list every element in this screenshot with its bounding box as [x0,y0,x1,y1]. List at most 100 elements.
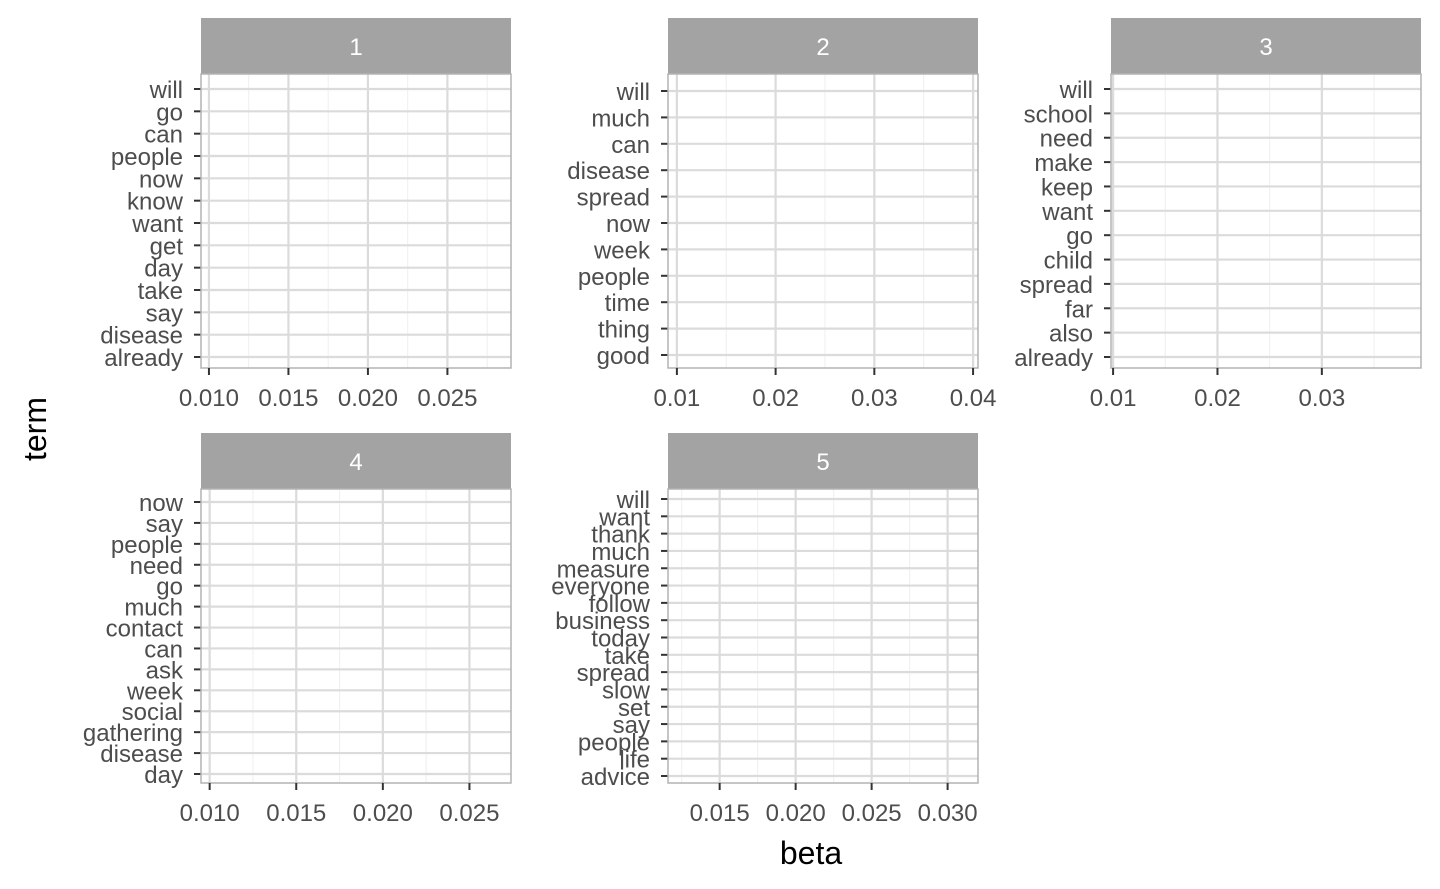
x-tick-label: 0.01 [654,385,701,412]
y-tick-label: people [578,729,650,756]
x-tick-label: 0.025 [417,385,477,412]
y-tick-label: disease [100,741,183,768]
facet-strip-label: 5 [816,449,829,476]
y-tick-label: now [606,211,651,238]
panel-border [1110,73,1422,369]
y-tick-label: set [618,695,650,722]
facet-strip-label: 1 [349,34,362,61]
y-tick-label: thank [591,522,651,549]
y-tick-label: child [1044,248,1093,275]
y-tick-label: can [611,132,650,159]
y-tick-label: can [144,122,183,149]
facet-strip [668,18,978,74]
y-tick-label: spread [1020,272,1093,299]
x-tick-label: 0.015 [258,385,318,412]
y-tick-label: take [605,643,650,670]
y-tick-label: now [139,166,184,193]
y-tick-label: week [593,237,651,264]
y-tick-label: will [149,77,183,104]
panel-background [668,74,978,368]
y-tick-label: want [1041,199,1093,226]
facet-strip [1111,18,1421,74]
y-tick-label: people [578,264,650,291]
y-tick-label: gathering [83,720,183,747]
y-tick-label: already [104,345,183,372]
x-tick-label: 0.015 [690,800,750,827]
y-tick-label: life [619,747,650,774]
facet-strip [201,18,511,74]
y-tick-label: everyone [551,574,650,601]
y-tick-label: contact [106,616,184,643]
y-tick-label: will [1059,77,1093,104]
y-tick-label: say [146,511,183,538]
y-tick-label: go [156,574,183,601]
y-tick-label: good [597,343,650,370]
facet-panel-4: 4 nowsaypeopleneedgomuchcontactcanaskweek… [83,433,512,827]
y-tick-label: people [111,532,183,559]
y-tick-label: far [1065,296,1093,323]
x-tick-label: 0.020 [766,800,826,827]
facet-strip [668,433,978,489]
facet-panel-1: 1 willgocanpeoplenowknowwantgetdaytakesay… [100,18,512,412]
y-tick-label: need [130,553,183,580]
x-tick-label: 0.025 [439,800,499,827]
facet-strip-label: 4 [349,449,362,476]
y-tick-label: go [1066,223,1093,250]
facet-panels: 1willgocanpeoplenowknowwantgetdaytakesay… [83,18,1422,827]
y-axis-title: term [17,397,53,461]
panel-border [200,73,512,369]
facet-strip [201,433,511,489]
facet-strip-label: 3 [1259,34,1272,61]
y-tick-label: thing [598,317,650,344]
y-tick-label: go [156,99,183,126]
y-tick-label: much [124,595,183,622]
y-tick-label: know [127,189,184,216]
y-tick-label: business [555,608,650,635]
y-tick-label: advice [581,764,650,791]
facet-panel-5: 5 willwantthankmuchmeasureeveryonefollowb… [551,433,979,827]
y-tick-label: want [131,211,183,238]
panel-border [667,73,979,369]
y-tick-label: want [598,504,650,531]
y-tick-label: can [144,636,183,663]
x-tick-label: 0.03 [1298,385,1345,412]
x-tick-label: 0.010 [180,800,240,827]
y-tick-label: take [138,278,183,305]
y-tick-label: say [146,300,183,327]
y-tick-label: spread [577,660,650,687]
x-tick-label: 0.015 [266,800,326,827]
x-tick-label: 0.02 [1194,385,1241,412]
x-axis-title: beta [780,835,842,871]
y-tick-label: will [616,487,650,514]
y-tick-label: day [144,762,183,789]
panel-background [201,74,511,368]
y-tick-label: already [1014,345,1093,372]
y-tick-label: need [1040,126,1093,153]
y-tick-label: much [591,105,650,132]
y-tick-label: disease [100,323,183,350]
x-tick-label: 0.020 [338,385,398,412]
y-tick-label: today [591,626,650,653]
facet-panel-2: 2 willmuchcandiseasespreadnowweekpeopleti… [567,18,996,412]
x-tick-label: 0.025 [842,800,902,827]
y-tick-label: time [605,290,650,317]
panel-border [667,488,979,784]
y-tick-label: slow [602,677,651,704]
y-tick-label: say [613,712,650,739]
y-tick-label: people [111,144,183,171]
x-tick-label: 0.03 [851,385,898,412]
facet-strip-label: 2 [816,34,829,61]
panel-border [200,488,512,784]
y-tick-label: spread [577,185,650,212]
y-tick-label: make [1034,150,1093,177]
x-tick-label: 0.030 [918,800,978,827]
y-tick-label: week [126,678,184,705]
x-tick-label: 0.020 [353,800,413,827]
x-tick-label: 0.04 [950,385,997,412]
panel-background [201,489,511,783]
x-tick-label: 0.02 [752,385,799,412]
facet-panel-3: 3 willschoolneedmakekeepwantgochildspread… [1014,18,1422,412]
y-tick-label: disease [567,158,650,185]
x-tick-label: 0.010 [179,385,239,412]
